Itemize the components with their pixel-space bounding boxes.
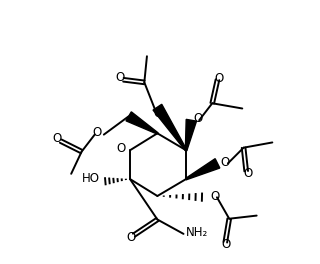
Polygon shape <box>185 119 196 150</box>
Text: O: O <box>115 71 124 84</box>
Polygon shape <box>126 112 158 134</box>
Text: O: O <box>243 167 252 180</box>
Text: O: O <box>214 72 223 85</box>
Text: O: O <box>221 155 230 168</box>
Text: HO: HO <box>82 172 100 185</box>
Polygon shape <box>153 104 187 151</box>
Polygon shape <box>186 159 220 180</box>
Text: O: O <box>153 107 163 120</box>
Text: O: O <box>92 126 101 139</box>
Text: O: O <box>210 190 220 203</box>
Text: O: O <box>116 143 126 155</box>
Text: O: O <box>221 238 231 251</box>
Text: NH₂: NH₂ <box>186 226 208 239</box>
Text: O: O <box>126 231 135 244</box>
Text: O: O <box>52 132 61 145</box>
Text: O: O <box>193 112 203 125</box>
